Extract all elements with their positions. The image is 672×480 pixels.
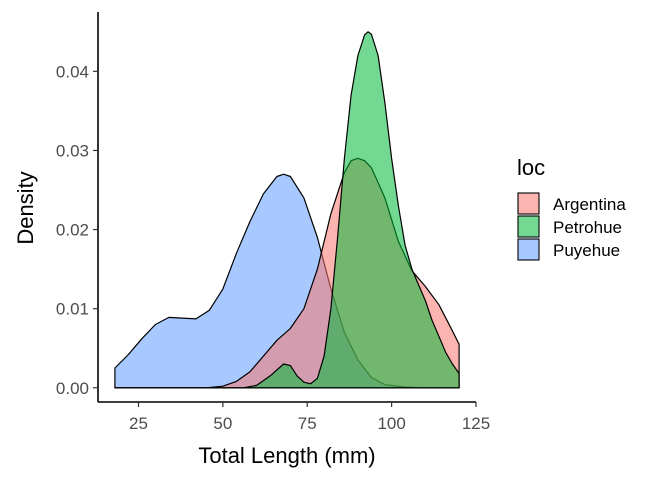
x-tick-label: 100 [377, 414, 405, 433]
y-tick-label: 0.04 [56, 62, 89, 81]
y-axis-title: Density [13, 171, 38, 244]
legend-key-puyehue [517, 238, 540, 261]
legend-key-petrohue [517, 215, 540, 238]
legend-key-argentina [517, 192, 540, 215]
legend-label-petrohue: Petrohue [553, 218, 622, 237]
x-tick-label: 125 [462, 414, 490, 433]
density-area-petrohue [114, 31, 460, 389]
legend: loc Argentina Petrohue Puyehue [517, 155, 626, 261]
y-tick-label: 0.02 [56, 221, 89, 240]
x-axis-ticks: 25 50 75 100 125 [129, 402, 490, 433]
y-axis-ticks: 0.00 0.01 0.02 0.03 0.04 [56, 62, 98, 398]
x-axis-title: Total Length (mm) [198, 443, 375, 468]
x-tick-label: 75 [298, 414, 317, 433]
legend-title: loc [517, 155, 545, 180]
x-tick-label: 25 [129, 414, 148, 433]
y-tick-label: 0.01 [56, 300, 89, 319]
x-tick-label: 50 [213, 414, 232, 433]
y-tick-label: 0.00 [56, 379, 89, 398]
y-tick-label: 0.03 [56, 141, 89, 160]
legend-label-argentina: Argentina [553, 195, 626, 214]
plot-series-layer [114, 31, 460, 389]
legend-label-puyehue: Puyehue [553, 241, 620, 260]
